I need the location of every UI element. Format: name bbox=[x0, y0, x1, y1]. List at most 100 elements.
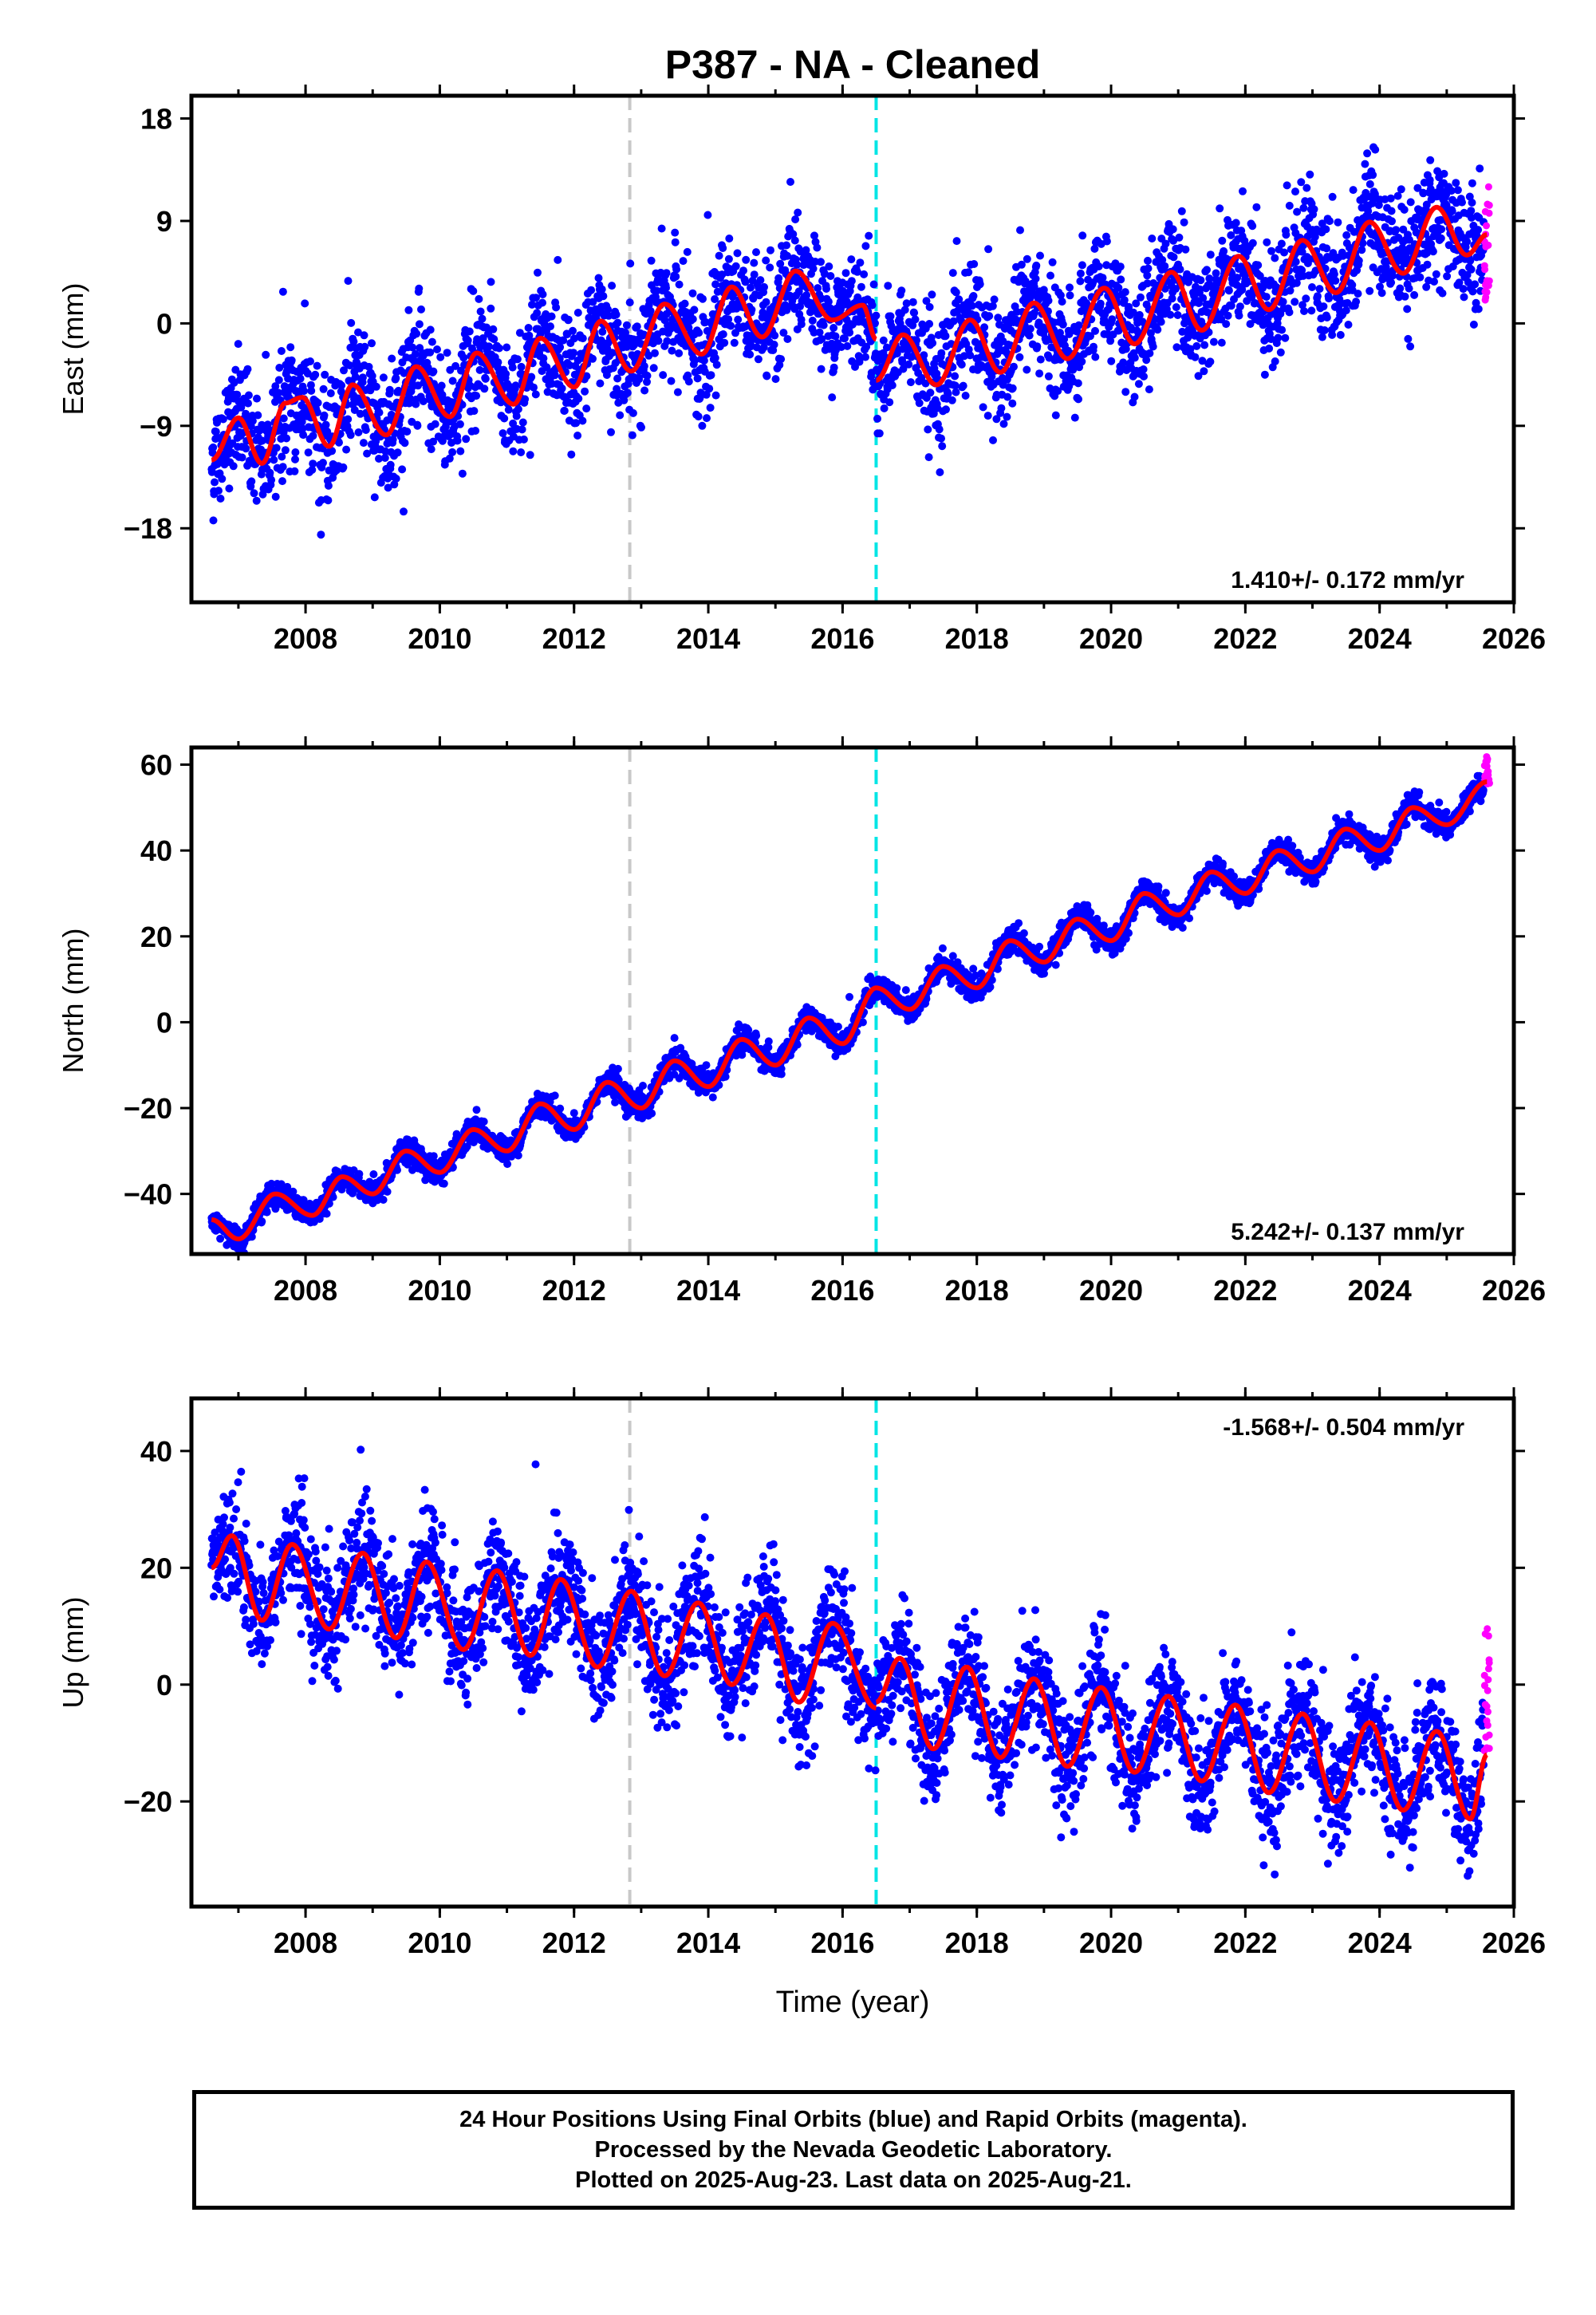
data-point bbox=[1168, 225, 1177, 234]
data-point bbox=[822, 285, 830, 293]
data-point bbox=[817, 365, 826, 373]
data-point bbox=[599, 292, 608, 301]
data-point bbox=[569, 334, 578, 343]
data-point bbox=[1026, 325, 1034, 333]
data-point bbox=[790, 236, 799, 245]
data-point bbox=[1003, 412, 1011, 421]
data-point bbox=[1136, 293, 1145, 302]
data-point bbox=[306, 381, 315, 389]
data-point bbox=[291, 455, 299, 463]
data-point bbox=[1377, 289, 1386, 298]
data-point bbox=[926, 388, 935, 397]
data-point bbox=[783, 335, 792, 343]
data-point bbox=[487, 304, 495, 313]
data-point bbox=[693, 374, 702, 383]
data-point bbox=[284, 374, 293, 383]
data-point bbox=[1267, 335, 1275, 344]
data-point bbox=[837, 343, 845, 351]
data-point bbox=[1117, 275, 1125, 284]
data-point bbox=[448, 377, 457, 385]
data-point bbox=[532, 294, 540, 302]
data-point bbox=[254, 411, 262, 420]
data-point bbox=[1401, 292, 1409, 301]
data-point bbox=[951, 381, 960, 390]
data-point bbox=[379, 373, 388, 382]
data-point bbox=[776, 259, 785, 268]
data-point bbox=[817, 258, 825, 266]
data-point bbox=[582, 404, 591, 413]
data-point bbox=[1203, 266, 1211, 274]
data-point bbox=[1199, 294, 1208, 302]
data-point bbox=[861, 353, 869, 361]
data-point bbox=[703, 414, 711, 423]
data-point bbox=[319, 385, 328, 393]
data-point bbox=[361, 426, 370, 434]
data-point bbox=[711, 280, 720, 289]
data-point bbox=[970, 260, 979, 268]
data-point bbox=[746, 350, 755, 359]
data-point bbox=[742, 255, 751, 264]
data-point bbox=[1403, 305, 1412, 314]
data-point bbox=[969, 292, 978, 300]
data-point bbox=[307, 386, 316, 395]
data-point bbox=[271, 382, 280, 391]
data-point bbox=[701, 317, 710, 326]
data-point bbox=[957, 361, 966, 369]
data-point bbox=[762, 256, 770, 265]
data-point bbox=[1149, 342, 1157, 351]
data-point bbox=[942, 405, 950, 414]
data-point bbox=[479, 1118, 488, 1126]
data-point bbox=[404, 306, 413, 314]
data-point bbox=[344, 277, 353, 286]
data-point bbox=[339, 463, 348, 471]
data-point bbox=[715, 251, 723, 260]
data-point bbox=[1342, 306, 1350, 315]
x-tick-label: 2026 bbox=[1482, 622, 1546, 655]
data-point bbox=[411, 349, 420, 358]
rapid-orbit-points bbox=[1480, 183, 1493, 304]
data-point bbox=[398, 465, 407, 474]
data-point bbox=[504, 405, 513, 414]
data-point bbox=[1169, 253, 1178, 262]
data-point bbox=[777, 355, 786, 364]
data-point bbox=[1107, 357, 1116, 365]
data-point bbox=[786, 178, 794, 186]
data-point bbox=[1265, 344, 1274, 353]
data-point bbox=[1051, 411, 1060, 420]
data-point bbox=[436, 353, 445, 361]
data-point bbox=[569, 326, 577, 335]
data-point bbox=[1381, 195, 1389, 203]
data-point bbox=[1090, 244, 1099, 253]
x-tick-label: 2012 bbox=[542, 622, 606, 655]
velocity-annotation: 1.410+/- 0.172 mm/yr bbox=[1231, 567, 1464, 594]
data-point bbox=[286, 343, 295, 352]
data-point bbox=[346, 431, 355, 440]
data-point bbox=[359, 439, 368, 448]
data-point bbox=[485, 342, 493, 351]
x-tick-label: 2016 bbox=[810, 622, 874, 655]
data-point bbox=[802, 291, 811, 299]
data-point bbox=[1410, 290, 1419, 299]
data-point bbox=[589, 298, 597, 306]
data-point bbox=[342, 445, 351, 454]
data-point bbox=[654, 337, 663, 345]
data-point bbox=[514, 1151, 522, 1160]
data-point bbox=[521, 395, 530, 404]
data-point bbox=[935, 425, 944, 434]
data-point bbox=[802, 246, 810, 254]
data-point bbox=[581, 387, 589, 396]
data-point bbox=[244, 391, 253, 400]
data-point bbox=[499, 429, 507, 438]
data-point bbox=[1180, 218, 1188, 227]
data-point bbox=[328, 447, 337, 456]
data-point bbox=[291, 448, 300, 456]
data-point bbox=[1161, 262, 1169, 270]
data-point bbox=[1175, 233, 1184, 242]
data-point bbox=[1086, 332, 1094, 341]
data-point bbox=[439, 1179, 448, 1188]
data-point bbox=[515, 329, 524, 337]
data-point bbox=[1369, 171, 1377, 179]
data-point bbox=[711, 295, 719, 303]
data-point bbox=[451, 361, 460, 370]
